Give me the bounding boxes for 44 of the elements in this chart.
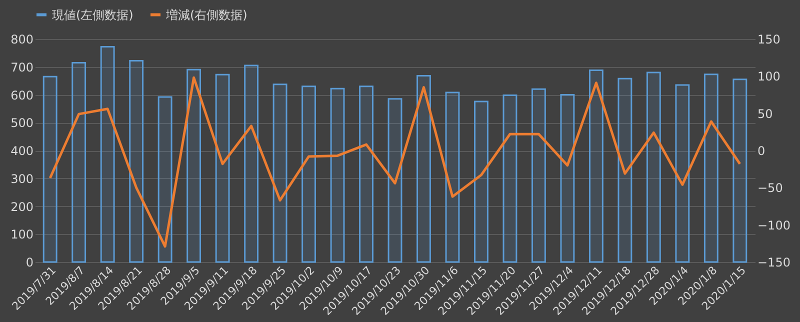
bar (732, 78, 748, 263)
y2-tick-label: 100 (758, 70, 780, 84)
y2-tick-label: −100 (758, 218, 790, 232)
y-tick-label: 300 (10, 172, 34, 186)
y-tick-label: 500 (10, 116, 34, 130)
bar (416, 75, 431, 263)
bar (158, 96, 172, 263)
bar (560, 94, 575, 263)
bar (72, 62, 86, 263)
bar (474, 100, 488, 263)
bar (388, 98, 402, 263)
bar (588, 69, 604, 263)
line-series (48, 76, 742, 248)
bar (502, 94, 518, 263)
y-tick-label: 600 (10, 88, 34, 102)
bar (445, 92, 460, 263)
y-tick-label: 0 (26, 256, 34, 270)
bar (272, 84, 288, 263)
bar (42, 76, 58, 263)
y2-tick-label: −150 (758, 256, 790, 270)
y-tick-label: 400 (10, 144, 34, 158)
bar (646, 72, 661, 263)
bar (100, 46, 115, 263)
bar (244, 64, 259, 263)
bar (704, 74, 718, 263)
y2-tick-label: 150 (758, 32, 780, 46)
y-tick-label: 100 (10, 228, 34, 242)
bar (215, 74, 230, 263)
y-tick-label: 800 (10, 32, 34, 46)
y2-tick-label: 50 (758, 106, 773, 121)
bar (302, 86, 316, 263)
y2-tick-label: −50 (758, 181, 783, 196)
bar (675, 84, 690, 263)
bar (359, 86, 374, 263)
bar (129, 60, 144, 263)
bar (186, 68, 202, 263)
bar (330, 88, 345, 263)
legend-label: 現値(左側数据) (52, 8, 134, 22)
y-tick-label: 700 (10, 60, 34, 74)
bar (618, 78, 632, 263)
y2-tick-label: 0 (758, 144, 766, 158)
y-tick-label: 200 (10, 200, 34, 214)
legend-label: 増減(右側数据) (165, 8, 248, 22)
bar (531, 88, 546, 263)
